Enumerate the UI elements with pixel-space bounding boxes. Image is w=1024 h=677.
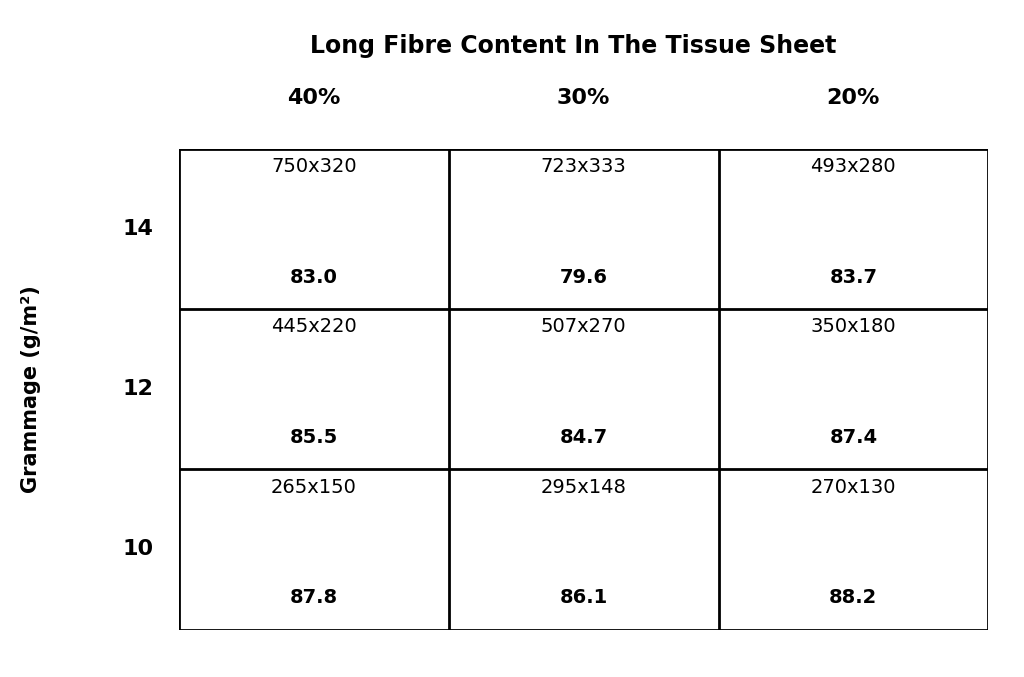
Text: 14: 14 (123, 219, 154, 239)
Text: 30%: 30% (557, 88, 610, 108)
Text: 88.2: 88.2 (829, 588, 878, 607)
Text: 723x333: 723x333 (541, 157, 627, 176)
Text: 83.7: 83.7 (829, 267, 878, 286)
Text: 350x180: 350x180 (811, 318, 896, 336)
Text: 12: 12 (123, 379, 154, 399)
Text: 40%: 40% (288, 88, 341, 108)
Text: 265x150: 265x150 (271, 477, 357, 496)
Text: 10: 10 (123, 540, 154, 559)
Text: 84.7: 84.7 (560, 428, 607, 447)
Text: 270x130: 270x130 (811, 477, 896, 496)
Text: 445x220: 445x220 (271, 318, 357, 336)
Text: 295x148: 295x148 (541, 477, 627, 496)
Text: 86.1: 86.1 (559, 588, 608, 607)
Text: Grammage (g/m²): Grammage (g/m²) (20, 286, 41, 493)
Text: 85.5: 85.5 (290, 428, 338, 447)
Text: 507x270: 507x270 (541, 318, 627, 336)
Text: 750x320: 750x320 (271, 157, 356, 176)
Text: 87.8: 87.8 (290, 588, 338, 607)
Text: Long Fibre Content In The Tissue Sheet: Long Fibre Content In The Tissue Sheet (310, 34, 837, 58)
Text: 20%: 20% (826, 88, 880, 108)
Text: 83.0: 83.0 (290, 267, 338, 286)
Text: 79.6: 79.6 (560, 267, 607, 286)
Text: 493x280: 493x280 (811, 157, 896, 176)
Text: 87.4: 87.4 (829, 428, 878, 447)
